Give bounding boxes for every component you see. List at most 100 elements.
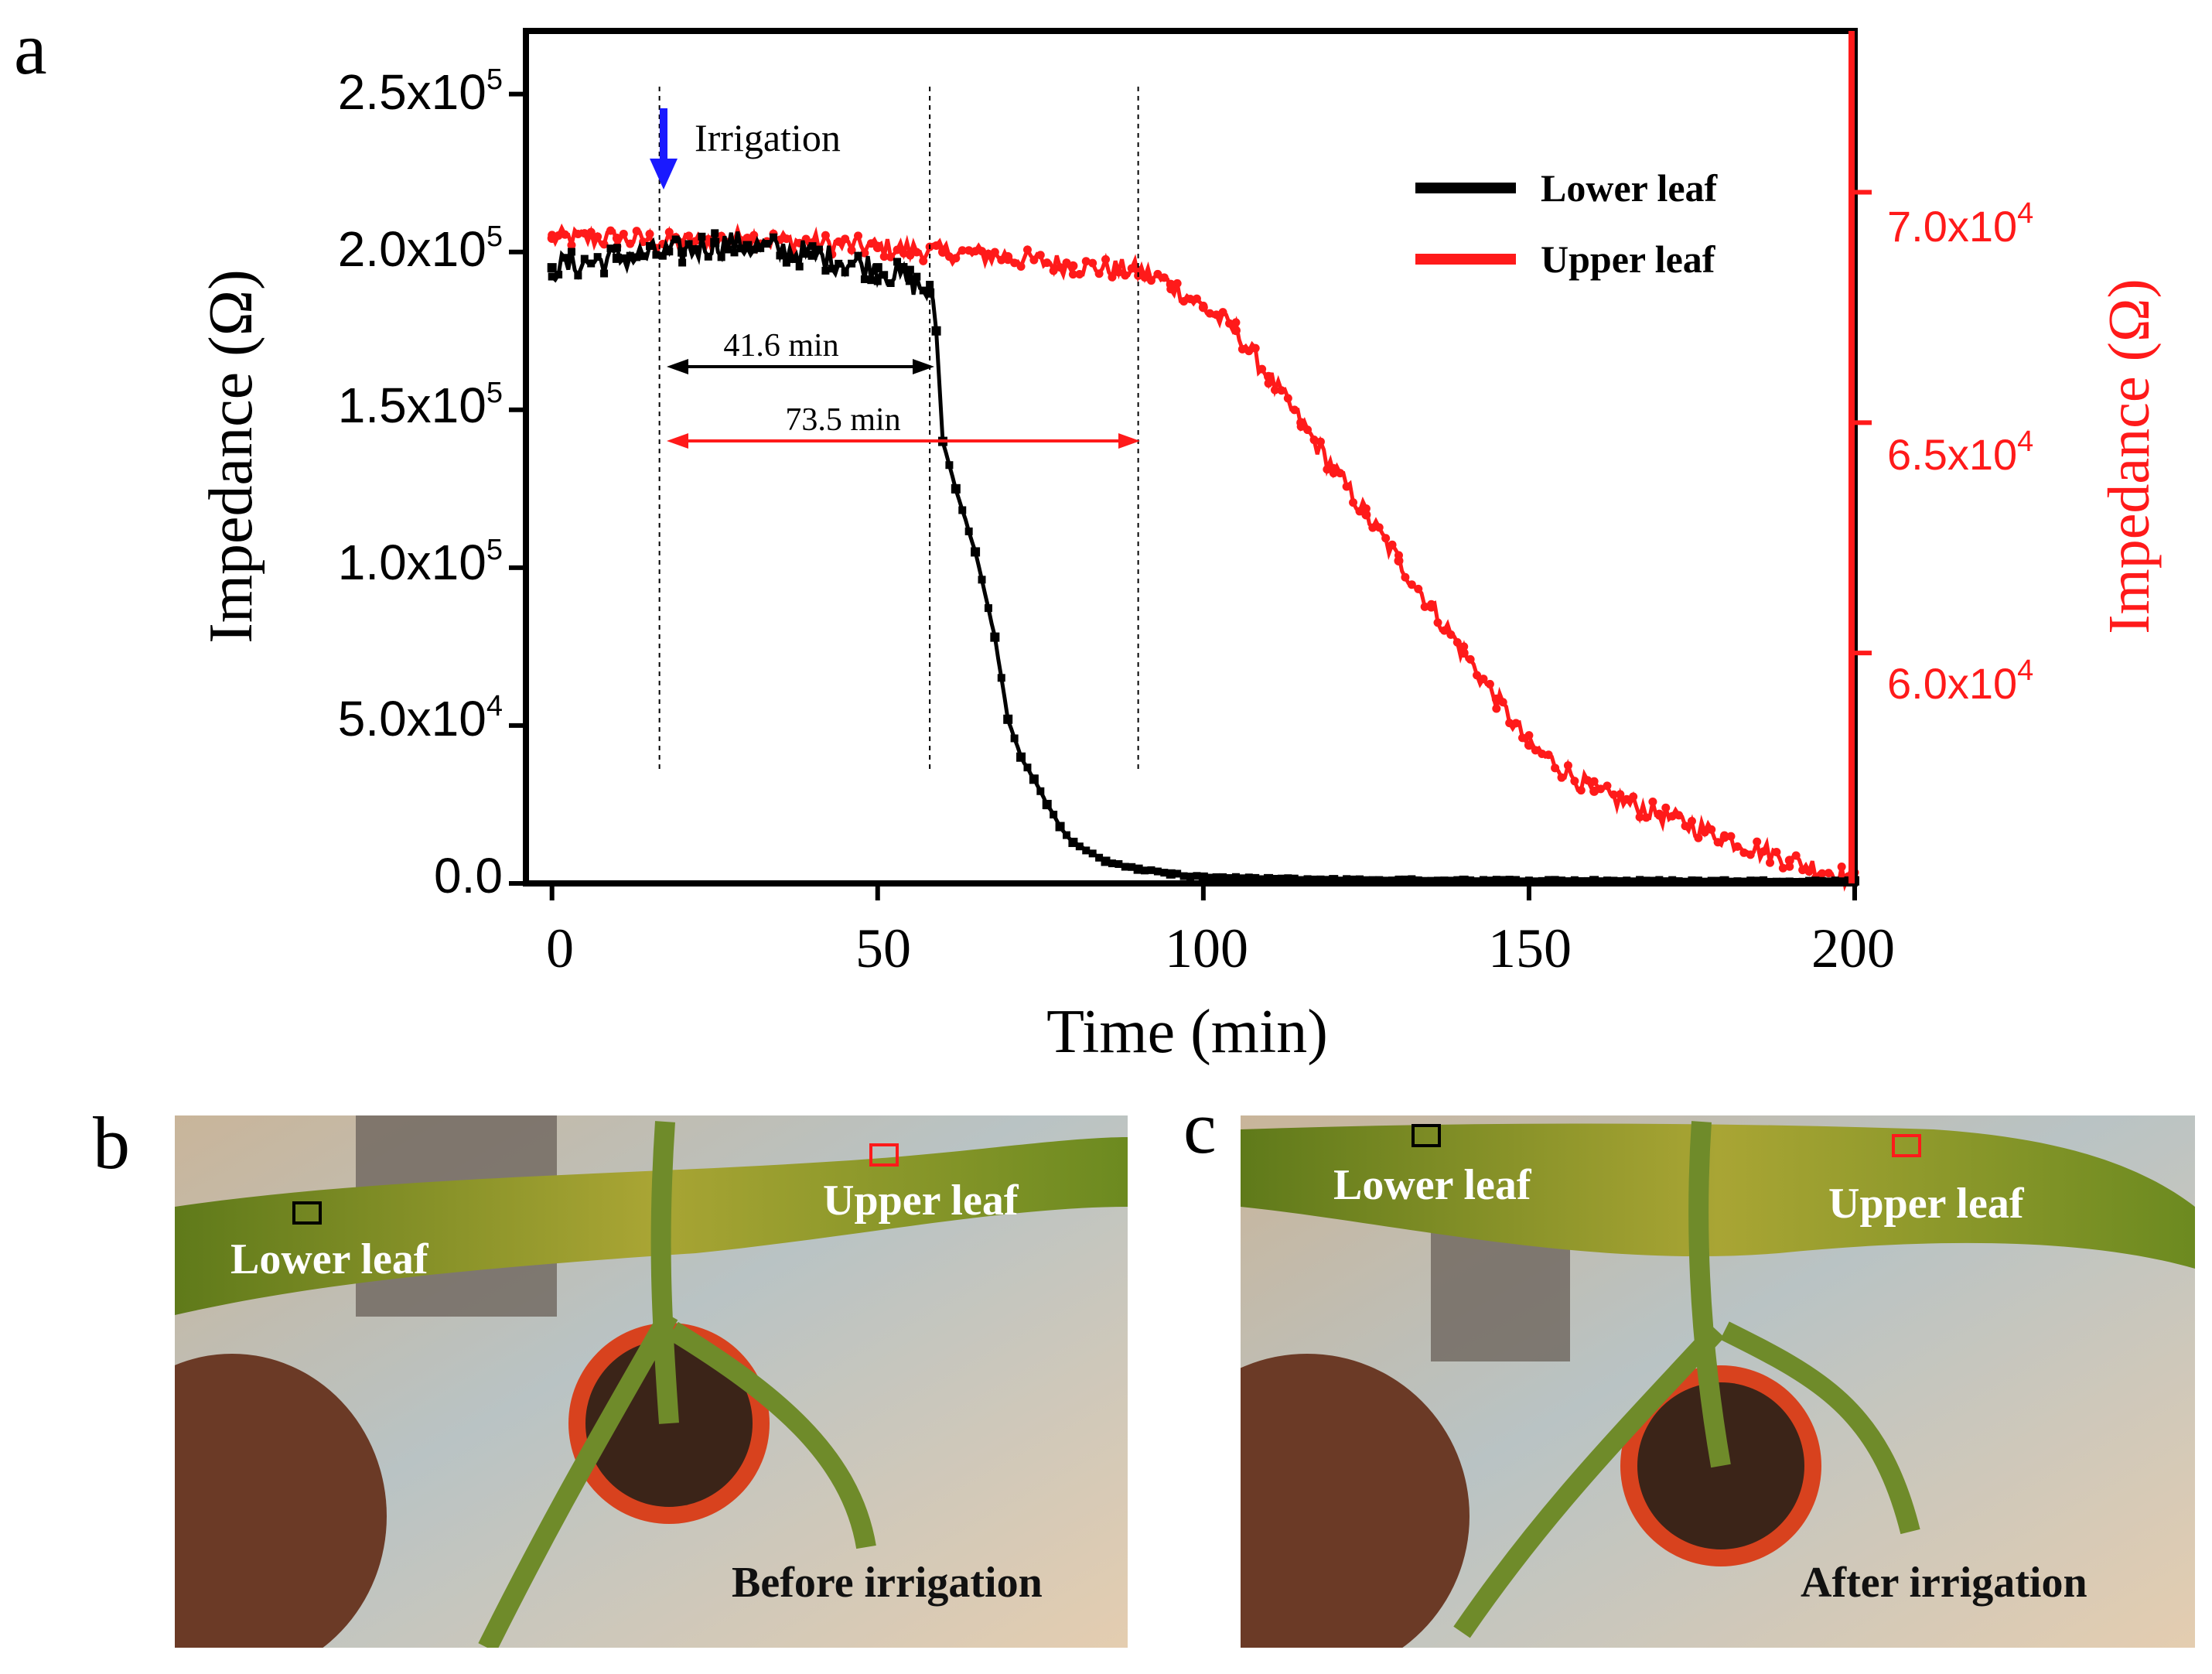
upper-leaf-point: [1583, 776, 1592, 785]
x-tick-label: 50: [855, 917, 911, 979]
photo-c-disc: [1241, 1354, 1470, 1648]
lower-leaf-point: [587, 259, 596, 268]
lower-leaf-point: [1075, 842, 1084, 851]
upper-leaf-point: [1283, 394, 1292, 403]
x-tick-labels: 0 50 100 150 200: [546, 917, 1895, 979]
lower-leaf-point: [658, 251, 667, 260]
lower-leaf-point: [1466, 876, 1475, 884]
lower-leaf-point: [698, 232, 706, 241]
delay-annotations: 41.6 min 73.5 min: [667, 328, 1140, 449]
upper-delay-label: 73.5 min: [785, 402, 900, 438]
lower-leaf-point: [1760, 876, 1768, 884]
upper-leaf-point: [1824, 869, 1833, 878]
photo-b-upper-label: Upper leaf: [823, 1177, 1019, 1225]
upper-leaf-point: [1401, 572, 1410, 582]
upper-leaf-point: [1433, 618, 1442, 627]
upper-leaf-point: [1648, 797, 1657, 806]
upper-leaf-point: [1439, 626, 1449, 635]
lower-leaf-datapoint: [547, 263, 557, 273]
lower-leaf-point: [880, 271, 889, 279]
upper-leaf-point: [1388, 540, 1397, 549]
lower-leaf-point: [1668, 876, 1677, 884]
lower-leaf-point: [1153, 867, 1162, 876]
lower-leaf-point: [860, 275, 869, 284]
upper-leaf-point: [1700, 828, 1709, 837]
upper-leaf-point: [1459, 642, 1469, 651]
upper-leaf-point: [1407, 580, 1416, 589]
lower-delay-arrow-left: [667, 359, 688, 374]
upper-leaf-point: [782, 234, 791, 244]
panel-label-c: c: [1183, 1086, 1217, 1169]
upper-leaf-point: [1570, 777, 1579, 786]
lower-leaf-point: [717, 253, 725, 261]
x-axis-title: Time (min): [1046, 998, 1328, 1066]
lower-leaf-point: [763, 240, 771, 248]
upper-leaf-point: [1485, 679, 1494, 688]
upper-leaf-point: [951, 254, 961, 263]
upper-leaf-point: [1642, 813, 1651, 822]
upper-leaf-point: [1277, 386, 1286, 395]
lower-leaf-point: [1343, 875, 1351, 883]
lower-leaf-point: [1408, 875, 1416, 883]
axis-ticks: [509, 91, 1872, 900]
upper-leaf-point: [1791, 851, 1801, 860]
lower-leaf-point: [1212, 873, 1220, 881]
upper-leaf-point: [847, 245, 856, 255]
upper-leaf-datapoint: [1491, 694, 1501, 704]
lower-leaf-datapoint: [678, 247, 688, 257]
lower-leaf-point: [1545, 876, 1553, 884]
impedance-chart: [509, 28, 1872, 900]
lower-leaf-point: [1297, 876, 1306, 884]
upper-leaf-point: [1753, 837, 1762, 846]
upper-leaf-datapoint: [872, 242, 882, 252]
lower-leaf-point: [711, 229, 719, 237]
lower-leaf-point: [574, 272, 582, 280]
upper-leaf-point: [1016, 261, 1026, 271]
upper-leaf-point: [866, 239, 876, 248]
upper-leaf-point: [1316, 437, 1325, 446]
lower-leaf-point: [964, 527, 973, 535]
upper-leaf-point: [1505, 719, 1514, 728]
upper-leaf-datapoint: [937, 247, 947, 257]
upper-leaf-point: [619, 229, 628, 238]
lower-leaf-point: [1258, 875, 1266, 883]
upper-leaf-point: [1186, 294, 1195, 303]
irrigation-arrow-icon: [650, 159, 678, 190]
lower-leaf-point: [567, 248, 575, 256]
lower-leaf-point: [1505, 876, 1514, 884]
upper-leaf-datapoint: [1459, 648, 1469, 658]
lower-leaf-point: [736, 244, 745, 253]
lower-leaf-point: [1310, 875, 1319, 883]
lower-leaf-point: [1160, 869, 1169, 877]
lower-leaf-point: [984, 604, 992, 613]
upper-leaf-point: [1068, 270, 1077, 279]
upper-leaf-point: [1538, 749, 1547, 758]
lower-leaf-datapoint: [971, 547, 981, 557]
upper-leaf-point: [1309, 436, 1319, 445]
upper-leaf-point: [1212, 310, 1221, 319]
upper-leaf-point: [906, 251, 915, 260]
upper-leaf-point: [1336, 469, 1345, 478]
upper-leaf-datapoint: [1003, 251, 1013, 261]
lower-leaf-point: [782, 258, 790, 267]
upper-delay-arrow-left: [667, 433, 688, 449]
lower-delay-label: 41.6 min: [723, 328, 838, 364]
lower-leaf-point: [1323, 876, 1331, 884]
upper-leaf-datapoint: [1264, 371, 1274, 381]
y-axis-title: Impedance (Ω): [197, 269, 265, 644]
upper-leaf-point: [899, 248, 908, 258]
lower-leaf-point: [593, 253, 602, 261]
x-tick-label: 100: [1165, 917, 1248, 979]
upper-leaf-point: [1732, 842, 1742, 851]
lower-leaf-point: [665, 248, 674, 256]
upper-leaf-point: [854, 231, 862, 241]
lower-leaf-point: [821, 266, 830, 275]
photo-b-stem: [478, 1121, 876, 1648]
photo-c-lower-label: Lower leaf: [1333, 1161, 1532, 1209]
lower-leaf-point: [561, 254, 569, 262]
upper-leaf-point: [984, 249, 993, 258]
upper-leaf-datapoint: [1068, 261, 1078, 271]
upper-leaf-point: [958, 246, 967, 255]
photo-c-upper-label: Upper leaf: [1828, 1180, 2025, 1228]
